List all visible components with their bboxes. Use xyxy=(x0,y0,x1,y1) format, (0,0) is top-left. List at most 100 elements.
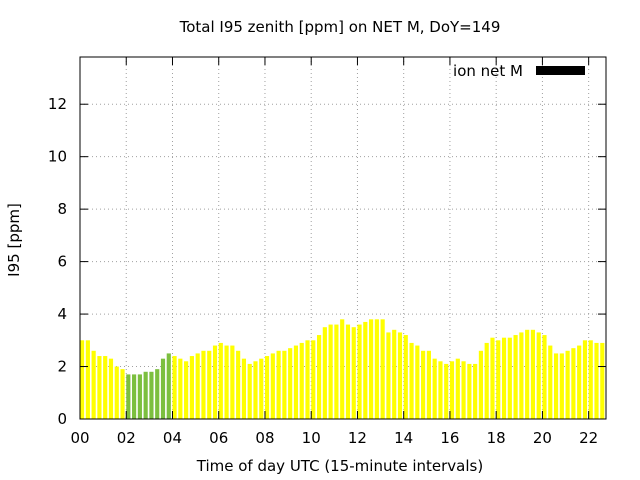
bar xyxy=(334,324,339,419)
bar xyxy=(120,369,125,419)
bar xyxy=(484,342,489,419)
bar xyxy=(351,327,356,419)
bar xyxy=(270,353,275,419)
bar xyxy=(299,342,304,419)
bar xyxy=(155,369,160,419)
x-tick-label: 14 xyxy=(394,429,413,447)
x-tick-label: 00 xyxy=(70,429,89,447)
bar xyxy=(536,332,541,419)
bar xyxy=(369,319,374,419)
bar xyxy=(247,363,252,419)
bar xyxy=(230,345,235,419)
y-tick-label: 6 xyxy=(57,253,67,271)
legend: ion net M xyxy=(453,62,585,80)
bar xyxy=(80,340,85,419)
x-tick-label: 16 xyxy=(440,429,459,447)
bar xyxy=(507,337,512,419)
x-tick-label: 20 xyxy=(533,429,552,447)
bar xyxy=(316,335,322,419)
y-axis-label: I95 [ppm] xyxy=(5,203,23,277)
chart-title: Total I95 zenith [ppm] on NET M, DoY=149 xyxy=(179,18,501,36)
bar xyxy=(461,361,466,419)
bar xyxy=(103,356,108,419)
bar xyxy=(542,335,547,419)
bar xyxy=(126,374,131,419)
y-tick-label: 10 xyxy=(48,148,67,166)
bar xyxy=(236,350,241,419)
bar xyxy=(449,361,455,419)
bar xyxy=(357,324,362,419)
legend-swatch xyxy=(536,66,585,75)
bar xyxy=(432,358,437,419)
y-tick-label: 0 xyxy=(57,410,67,428)
bar xyxy=(513,335,518,419)
bar xyxy=(600,342,605,419)
bar xyxy=(91,350,96,419)
bar xyxy=(490,337,495,419)
bar xyxy=(184,361,189,419)
bar xyxy=(438,361,443,419)
bar xyxy=(264,356,270,419)
plot-frame xyxy=(79,56,607,420)
y-tick-label: 12 xyxy=(48,95,67,113)
bar xyxy=(241,358,247,419)
x-tick-label: 08 xyxy=(255,429,274,447)
bar xyxy=(455,358,460,419)
y-tick-label: 8 xyxy=(57,200,67,218)
bar xyxy=(201,350,206,419)
bar xyxy=(288,348,293,419)
bar xyxy=(189,356,194,419)
bar xyxy=(108,358,114,419)
bar xyxy=(363,321,368,419)
bar xyxy=(415,345,420,419)
x-tick-label: 22 xyxy=(579,429,598,447)
bar xyxy=(311,340,316,419)
bar xyxy=(421,350,426,419)
bar xyxy=(149,371,154,419)
bar xyxy=(218,342,223,419)
bar xyxy=(322,327,327,419)
bar xyxy=(166,353,171,419)
bar xyxy=(473,363,478,419)
bar xyxy=(85,340,90,419)
bar xyxy=(392,329,397,419)
bar xyxy=(559,353,564,419)
bar xyxy=(172,356,177,419)
y-tick-label: 4 xyxy=(57,305,67,323)
bar xyxy=(467,363,472,419)
bar xyxy=(577,345,582,419)
bar xyxy=(594,342,599,419)
x-tick-label: 10 xyxy=(302,429,321,447)
bar xyxy=(212,345,218,419)
bar xyxy=(582,340,588,419)
bar xyxy=(345,324,351,419)
bar xyxy=(340,319,345,419)
x-tick-label: 04 xyxy=(163,429,182,447)
bar xyxy=(386,332,391,419)
bar xyxy=(114,366,119,419)
bar xyxy=(403,335,408,419)
bar xyxy=(380,319,385,419)
bar xyxy=(548,345,553,419)
bar xyxy=(259,358,264,419)
bar xyxy=(276,350,281,419)
bar xyxy=(519,332,524,419)
x-tick-label: 06 xyxy=(209,429,228,447)
bar xyxy=(132,374,137,419)
bar xyxy=(97,356,102,419)
bar xyxy=(282,350,287,419)
bars xyxy=(80,319,605,419)
legend-label: ion net M xyxy=(453,62,523,80)
bar xyxy=(478,350,483,419)
bar xyxy=(253,361,258,419)
bar xyxy=(530,329,536,419)
x-tick-label: 02 xyxy=(117,429,136,447)
x-tick-label: 18 xyxy=(487,429,506,447)
bar xyxy=(143,371,148,419)
bar xyxy=(501,337,507,419)
y-tick-label: 2 xyxy=(57,358,67,376)
bar xyxy=(328,324,333,419)
bar xyxy=(293,345,299,419)
x-axis-label: Time of day UTC (15-minute intervals) xyxy=(196,457,483,475)
